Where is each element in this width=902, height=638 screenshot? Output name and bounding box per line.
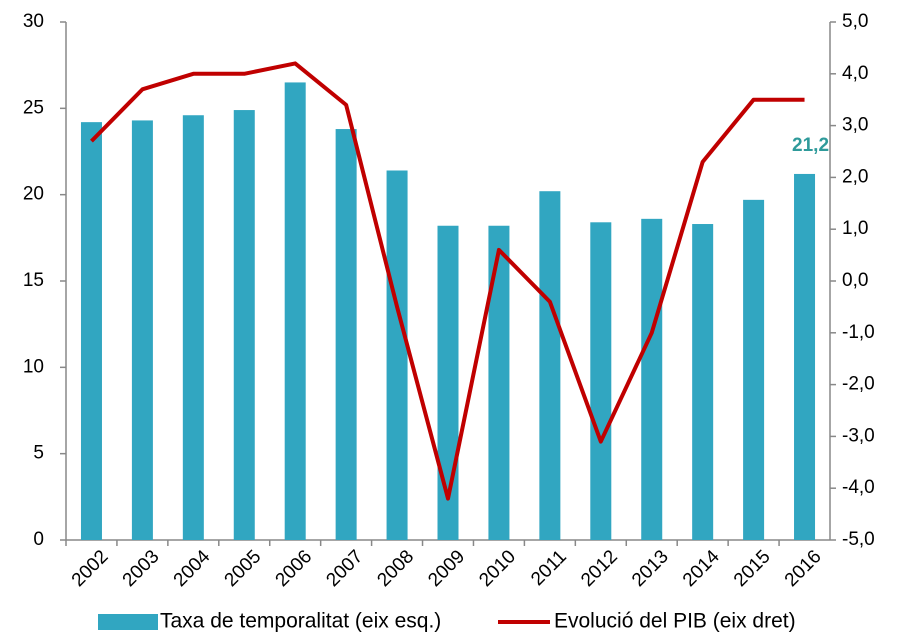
y-tick-label: 30 bbox=[23, 11, 44, 32]
y2-tick-label: 2,0 bbox=[842, 166, 868, 187]
bar bbox=[386, 170, 408, 540]
bar bbox=[539, 191, 561, 541]
legend-swatch bbox=[98, 614, 158, 630]
x-tick-label: 2002 bbox=[68, 546, 113, 591]
y2-tick-label: 0,0 bbox=[842, 270, 868, 291]
bar bbox=[794, 173, 816, 541]
bar bbox=[743, 199, 765, 540]
y2-tick-label: -2,0 bbox=[842, 374, 875, 395]
y-tick-label: 5 bbox=[33, 443, 44, 464]
x-tick-label: 2008 bbox=[373, 546, 418, 591]
bar bbox=[233, 110, 255, 540]
y-tick-label: 15 bbox=[23, 270, 44, 291]
x-tick-label: 2009 bbox=[424, 546, 469, 591]
bar bbox=[488, 225, 510, 540]
bar bbox=[80, 122, 102, 540]
x-tick-label: 2013 bbox=[628, 546, 673, 591]
x-tick-label: 2007 bbox=[322, 546, 367, 591]
legend-label: Evolució del PIB (eix dret) bbox=[554, 610, 796, 633]
y2-tick-label: -3,0 bbox=[842, 425, 875, 446]
y-tick-label: 10 bbox=[23, 356, 44, 377]
bar bbox=[284, 82, 306, 540]
y2-tick-label: -5,0 bbox=[842, 529, 875, 550]
x-tick-label: 2003 bbox=[119, 546, 164, 591]
bar bbox=[641, 218, 663, 540]
x-tick-label: 2010 bbox=[475, 546, 520, 591]
x-tick-label: 2014 bbox=[679, 546, 724, 591]
bar bbox=[437, 225, 459, 540]
bar bbox=[335, 129, 357, 540]
bar bbox=[590, 222, 612, 540]
y2-tick-label: 4,0 bbox=[842, 63, 868, 84]
legend-label: Taxa de temporalitat (eix esq.) bbox=[160, 610, 441, 633]
y-tick-label: 0 bbox=[33, 529, 44, 550]
y2-tick-label: 5,0 bbox=[842, 11, 868, 32]
x-tick-label: 2012 bbox=[577, 546, 622, 591]
x-tick-label: 2016 bbox=[781, 546, 826, 591]
bar bbox=[131, 120, 153, 541]
x-tick-label: 2011 bbox=[527, 546, 571, 590]
line bbox=[90, 61, 805, 501]
x-tick-label: 2004 bbox=[170, 546, 215, 591]
y2-tick-label: 1,0 bbox=[842, 218, 868, 239]
bar bbox=[182, 115, 204, 541]
bar bbox=[692, 224, 714, 540]
y-tick-label: 20 bbox=[23, 184, 44, 205]
x-tick-label: 2006 bbox=[272, 546, 317, 591]
y-tick-label: 25 bbox=[23, 97, 44, 118]
data-label: 21,2 bbox=[792, 135, 829, 156]
x-tick-label: 2005 bbox=[221, 546, 266, 591]
y2-tick-label: -1,0 bbox=[842, 322, 875, 343]
x-tick-label: 2015 bbox=[730, 546, 775, 591]
y2-tick-label: -4,0 bbox=[842, 477, 875, 498]
y2-tick-label: 3,0 bbox=[842, 115, 868, 136]
